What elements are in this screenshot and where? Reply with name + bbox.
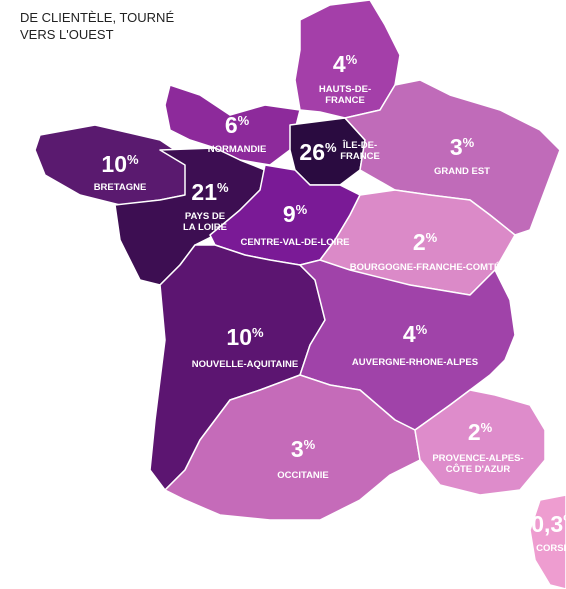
region-name: FRANCE xyxy=(340,151,380,162)
value-number: 2 xyxy=(413,229,426,255)
value-number: 4 xyxy=(403,321,416,347)
region-name: CORSE xyxy=(536,543,566,554)
region-name: BRETAGNE xyxy=(94,182,147,193)
region-value: 4% xyxy=(333,51,358,77)
value-unit: % xyxy=(563,512,566,527)
region-value: 2% xyxy=(413,229,438,255)
region-name: ÎLE-DE- xyxy=(342,139,377,151)
value-unit: % xyxy=(296,202,308,217)
title-line: DE CLIENTÈLE, TOURNÉ xyxy=(20,10,174,25)
region-name: LA LOIRE xyxy=(183,222,227,233)
region-value: 4% xyxy=(403,321,428,347)
value-number: 9 xyxy=(283,201,296,227)
region-name: GRAND EST xyxy=(434,166,490,177)
region-name: BOURGOGNE-FRANCHE-COMTÉ xyxy=(350,262,500,273)
value-unit: % xyxy=(238,113,250,128)
region-value: 0,3% xyxy=(531,511,566,537)
region-name: HAUTS-DE- xyxy=(319,84,371,95)
region-name: AUVERGNE-RHONE-ALPES xyxy=(352,357,478,368)
value-number: 3 xyxy=(291,436,304,462)
value-unit: % xyxy=(325,140,337,155)
region-name: FRANCE xyxy=(325,95,365,106)
value-unit: % xyxy=(416,322,428,337)
region-value: 21% xyxy=(191,179,229,205)
value-unit: % xyxy=(217,180,229,195)
region xyxy=(164,374,421,521)
value-unit: % xyxy=(426,230,438,245)
region xyxy=(344,79,561,236)
value-unit: % xyxy=(127,152,139,167)
region-value: 10% xyxy=(101,151,139,177)
value-unit: % xyxy=(304,437,316,452)
region-value: 3% xyxy=(450,134,475,160)
regions xyxy=(34,0,566,589)
value-unit: % xyxy=(481,420,493,435)
region-name: CÔTE D'AZUR xyxy=(446,463,511,475)
value-number: 6 xyxy=(225,112,238,138)
region-value: 3% xyxy=(291,436,316,462)
region-name: NOUVELLE-AQUITAINE xyxy=(192,359,298,370)
title-line: VERS L'OUEST xyxy=(20,27,114,42)
value-number: 2 xyxy=(468,419,481,445)
region xyxy=(299,259,516,431)
value-number: 10 xyxy=(226,324,252,350)
region-value: 9% xyxy=(283,201,308,227)
value-unit: % xyxy=(346,52,358,67)
region xyxy=(414,389,546,496)
value-unit: % xyxy=(252,325,264,340)
region xyxy=(164,84,301,166)
value-number: 4 xyxy=(333,51,346,77)
region-name: OCCITANIE xyxy=(277,470,329,481)
value-number: 10 xyxy=(101,151,127,177)
region-name: PAYS DE xyxy=(185,211,225,222)
region xyxy=(529,494,566,589)
value-number: 26 xyxy=(299,139,325,165)
value-number: 3 xyxy=(450,134,463,160)
value-unit: % xyxy=(463,135,475,150)
region-value: 2% xyxy=(468,419,493,445)
region-value: 6% xyxy=(225,112,250,138)
value-number: 21 xyxy=(191,179,217,205)
region-name: CENTRE-VAL-DE-LOIRE xyxy=(240,237,349,248)
region-value: 10% xyxy=(226,324,264,350)
value-number: 0,3 xyxy=(531,511,563,537)
region-value: 26% xyxy=(299,139,337,165)
region-name: PROVENCE-ALPES- xyxy=(432,453,523,464)
region-name: NORMANDIE xyxy=(208,144,267,155)
